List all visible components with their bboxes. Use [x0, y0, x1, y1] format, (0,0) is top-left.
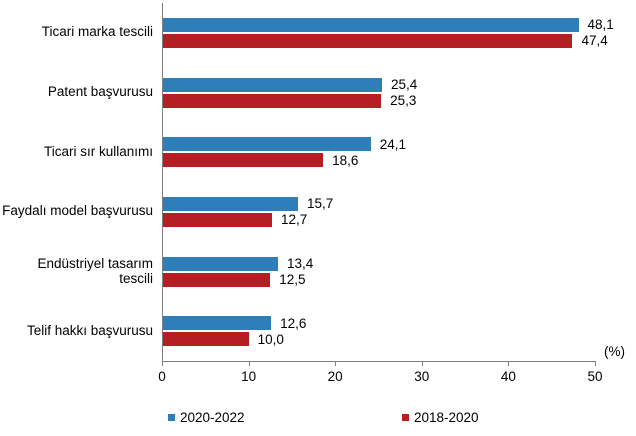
category-row: Patent başvurusu 25,4 25,3: [0, 63, 636, 123]
bar-2018-2020: [162, 272, 271, 287]
axis-tick-label: 20: [327, 369, 343, 384]
value-label: 18,6: [332, 152, 359, 168]
axis-tick: [162, 362, 163, 366]
bar-group: 48,1 47,4: [162, 17, 614, 49]
legend-label: 2018-2020: [414, 410, 479, 425]
legend-item-2018-2020: 2018-2020: [402, 410, 479, 425]
value-label: 48,1: [587, 17, 614, 33]
value-label: 15,7: [306, 196, 334, 212]
axis-tick-label: 10: [241, 369, 257, 384]
category-label: Ticari sır kullanımı: [43, 143, 153, 159]
bar-line: 12,6: [162, 315, 307, 331]
plot-area: Ticari marka tescili 48,1 47,4 Patent başvu…: [0, 3, 636, 361]
legend-swatch: [168, 414, 175, 421]
value-label: 12,6: [280, 315, 307, 331]
bar-line: 24,1: [162, 136, 406, 152]
bar-line: 25,3: [162, 93, 417, 108]
bar-2020-2022: [162, 316, 272, 331]
x-axis-line: [162, 361, 596, 362]
value-label: 10,0: [257, 331, 284, 347]
legend-swatch: [402, 414, 409, 421]
category-row: Ticari sır kullanımı 24,1 18,6: [0, 122, 636, 182]
category-row: Ticari marka tescili 48,1 47,4: [0, 3, 636, 63]
bar-2020-2022: [162, 17, 579, 32]
bar-2020-2022: [162, 196, 298, 211]
axis-tick: [595, 362, 596, 366]
bar-line: 10,0: [162, 331, 306, 347]
bar-line: 25,4: [162, 77, 418, 92]
bar-line: 48,1: [162, 17, 614, 33]
bar-line: 12,7: [162, 212, 333, 228]
axis-unit-label: (%): [604, 344, 625, 359]
bar-line: 12,5: [162, 272, 313, 288]
bar-group: 15,7 12,7: [162, 196, 334, 228]
category-label: Endüstriyel tasarım tescili: [37, 255, 153, 286]
axis-tick: [248, 362, 250, 366]
bar-group: 24,1 18,6: [162, 136, 406, 168]
axis-tick: [335, 362, 337, 366]
legend-item-2020-2022: 2020-2022: [168, 410, 245, 425]
bar-2020-2022: [162, 137, 371, 152]
axis-tick-label: 30: [414, 369, 430, 384]
bar-line: 18,6: [162, 152, 406, 168]
category-row: Faydalı model başvurusu 15,7 12,7: [0, 182, 636, 242]
category-row: Telif hakkı başvurusu 12,6 10,0: [0, 301, 636, 361]
axis-tick-label: 0: [158, 369, 166, 384]
bar-2018-2020: [162, 153, 324, 168]
bar-2018-2020: [162, 93, 382, 108]
bar-line: 47,4: [162, 33, 614, 49]
value-label: 25,4: [390, 77, 418, 92]
value-label: 12,7: [280, 212, 308, 228]
legend-label: 2020-2022: [180, 410, 245, 425]
axis-tick: [508, 362, 510, 366]
bar-group: 25,4 25,3: [162, 77, 418, 108]
value-label: 12,5: [279, 272, 306, 288]
category-label: Patent başvurusu: [47, 84, 153, 100]
bar-2020-2022: [162, 256, 279, 271]
value-label: 47,4: [581, 33, 608, 49]
bar-line: 15,7: [162, 196, 334, 212]
y-axis-line: [162, 3, 163, 362]
axis-tick-label: 50: [587, 369, 603, 384]
legend: 2020-2022 2018-2020: [0, 406, 636, 430]
x-axis: 0 10 20 30 40 50: [158, 362, 603, 394]
bar-group: 12,6 10,0: [162, 315, 307, 347]
bar-line: 13,4: [162, 256, 314, 272]
value-label: 24,1: [379, 136, 406, 152]
bar-2018-2020: [162, 332, 249, 347]
category-label: Faydalı model başvurusu: [2, 203, 153, 219]
bar-group: 13,4 12,5: [162, 256, 314, 288]
value-label: 13,4: [287, 256, 314, 272]
bar-2018-2020: [162, 212, 272, 227]
bar-2020-2022: [162, 77, 382, 92]
axis-tick: [421, 362, 423, 366]
value-label: 25,3: [390, 93, 417, 108]
category-label: Ticari marka tescili: [41, 24, 153, 40]
axis-tick-label: 40: [500, 369, 516, 384]
bar-2018-2020: [162, 33, 573, 48]
category-row: Endüstriyel tasarım tescili 13,4 12,5: [0, 242, 636, 302]
category-label: Telif hakkı başvurusu: [26, 322, 153, 338]
